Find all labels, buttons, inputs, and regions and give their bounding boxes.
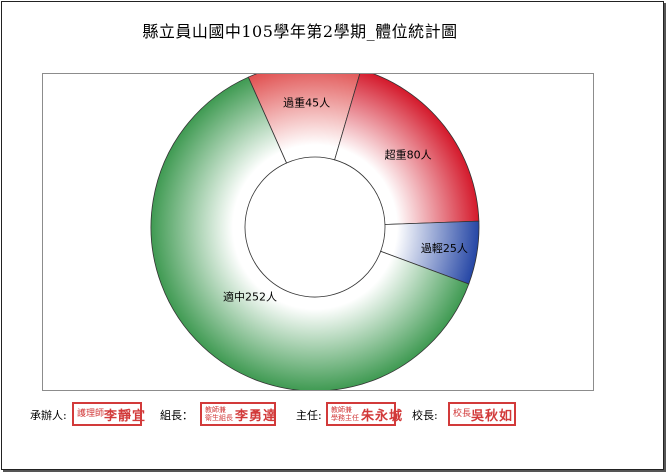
slice-label-1: 超重80人 bbox=[385, 148, 432, 162]
donut-slice-0 bbox=[247, 74, 361, 164]
section-chief-seal: 教師兼 衛生組長 李勇達 bbox=[200, 402, 276, 426]
slice-label-0: 過重45人 bbox=[283, 95, 330, 109]
section-chief-label: 組長： bbox=[160, 409, 193, 422]
plot-area: 過重45人超重80人過輕25人適中252人 bbox=[42, 73, 594, 391]
handler-label: 承辦人: bbox=[30, 409, 67, 422]
slice-label-2: 過輕25人 bbox=[421, 242, 468, 255]
donut-slice-3 bbox=[150, 76, 470, 390]
signature-row: 承辦人: 護理師 李靜宜 組長： 教師兼 衛生組長 李勇達 主任: 教師兼 學務… bbox=[0, 402, 666, 432]
principal-seal: 校長 吳秋如 bbox=[448, 402, 516, 426]
director-seal: 教師兼 學務主任 朱永城 bbox=[326, 402, 402, 426]
chart-title: 縣立員山國中105學年第2學期_體位統計圖 bbox=[142, 22, 458, 41]
handler-seal: 護理師 李靜宜 bbox=[72, 402, 145, 426]
donut-slice-1 bbox=[334, 74, 480, 225]
principal-label: 校長: bbox=[412, 409, 438, 422]
slice-label-3: 適中252人 bbox=[223, 289, 277, 303]
director-label: 主任: bbox=[296, 409, 322, 422]
